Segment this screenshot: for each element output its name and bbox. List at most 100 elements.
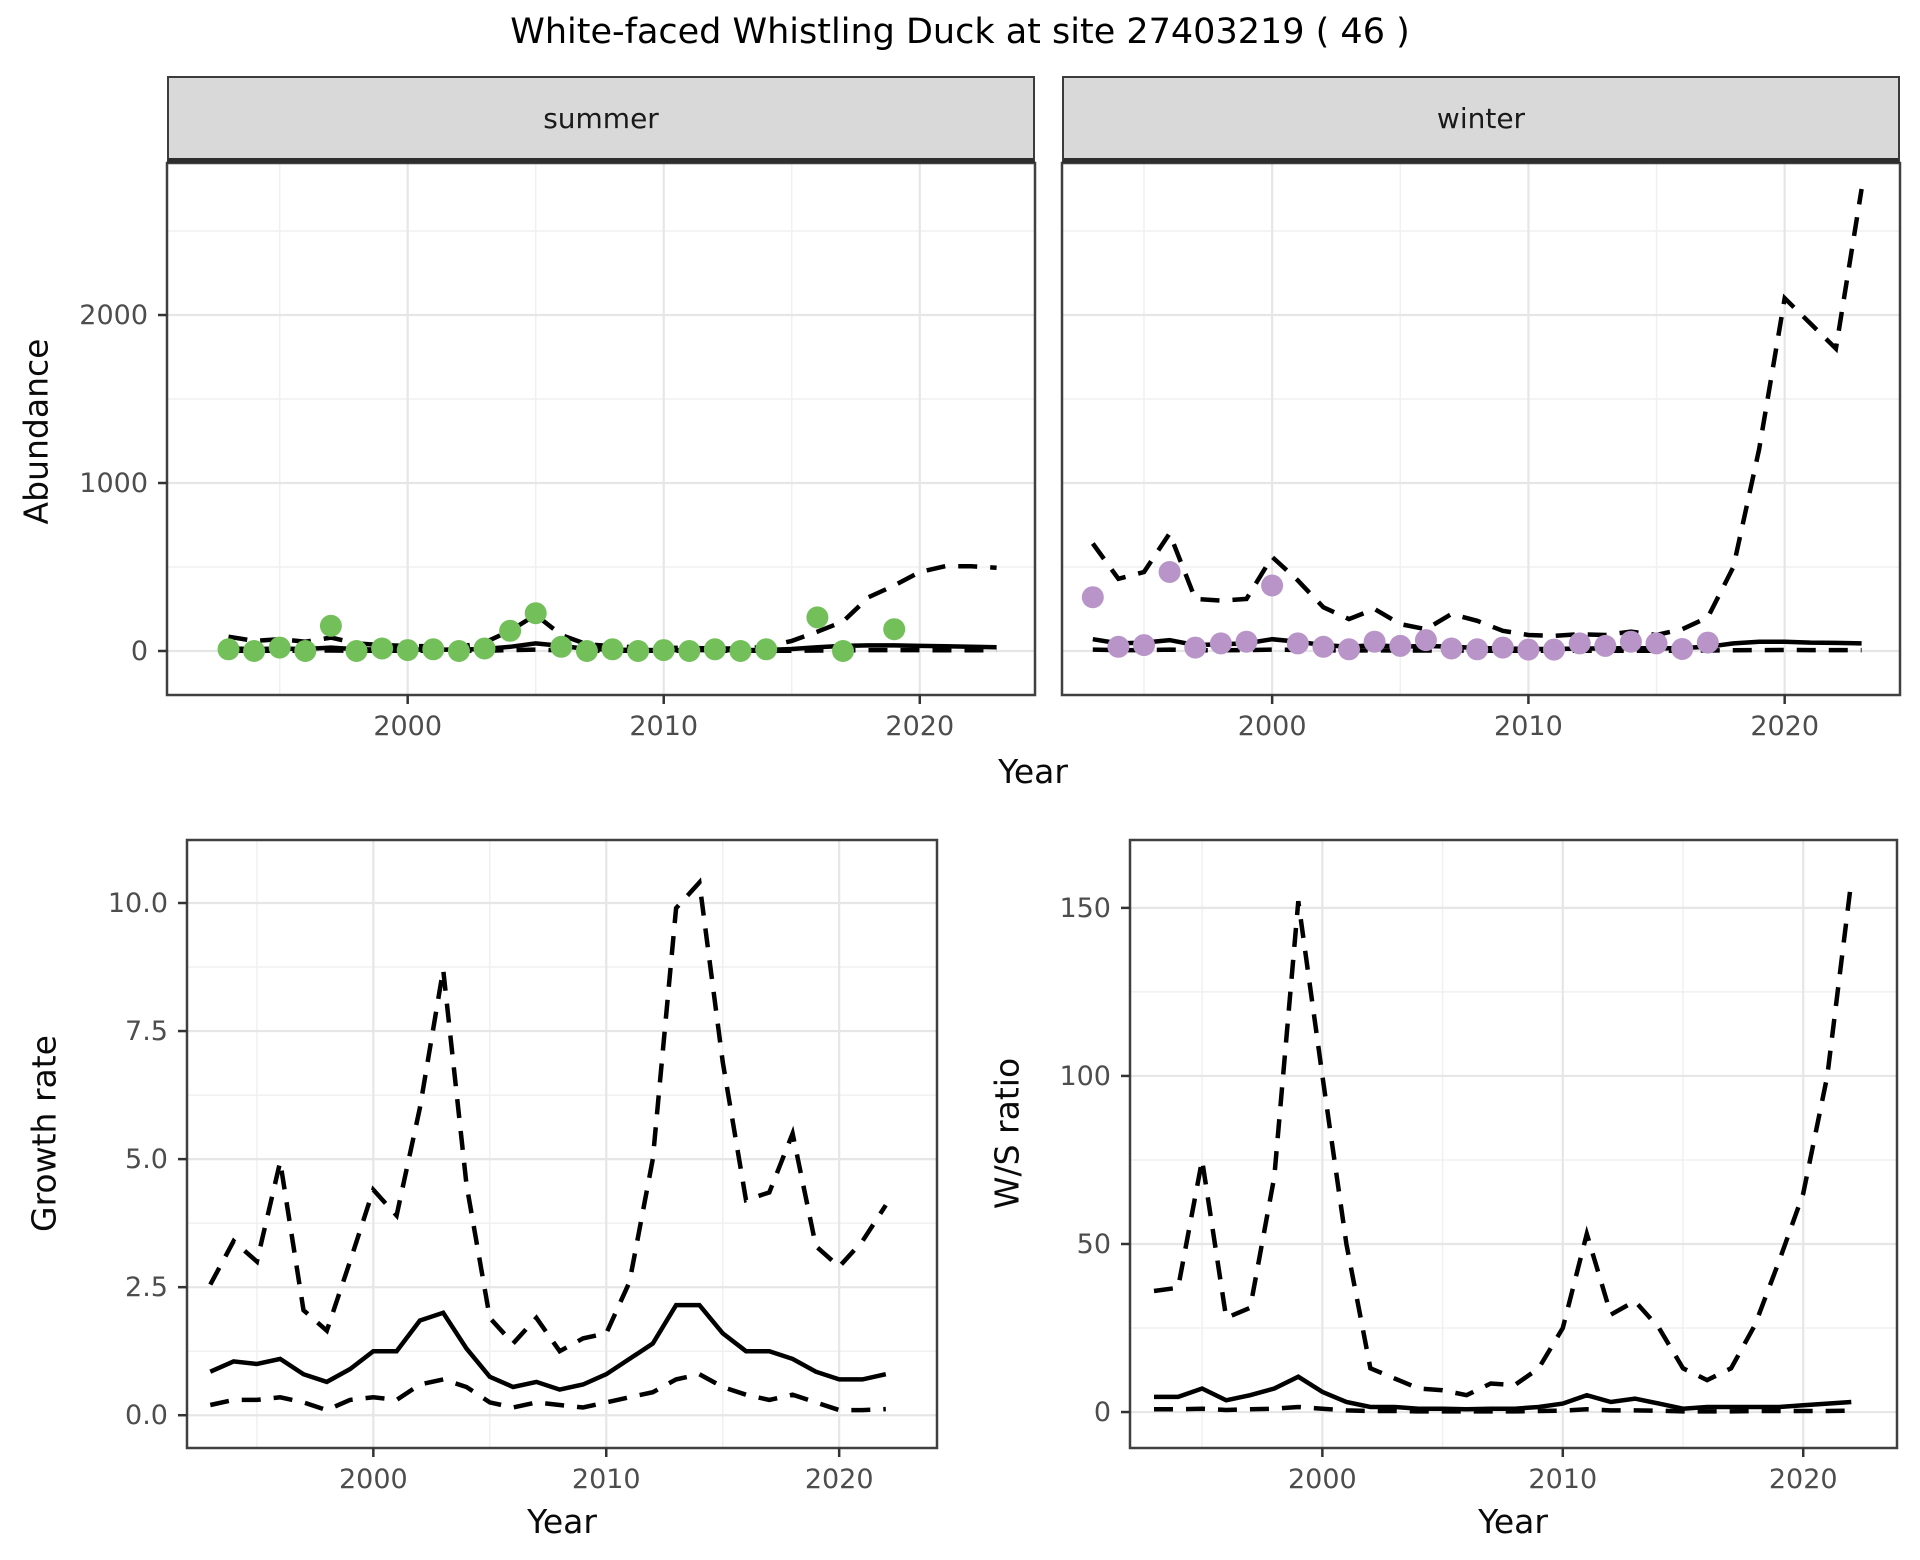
median-line bbox=[209, 1302, 887, 1392]
y-tick-label: 5.0 bbox=[125, 1144, 168, 1176]
y-axis-title-ws-ratio: W/S ratio bbox=[987, 1057, 1027, 1210]
data-point bbox=[1133, 634, 1155, 657]
data-point bbox=[1209, 632, 1232, 655]
data-point bbox=[1645, 632, 1668, 655]
x-tick-label: 2010 bbox=[1528, 1464, 1598, 1495]
data-point bbox=[1619, 630, 1642, 653]
x-tick-label: 2000 bbox=[1287, 1464, 1357, 1495]
data-point bbox=[627, 640, 650, 662]
y-tick-label: 1000 bbox=[79, 468, 148, 499]
x-axis-title-year-bottom-left: Year bbox=[527, 1502, 597, 1541]
data-point bbox=[1696, 631, 1719, 654]
data-point bbox=[1312, 635, 1335, 658]
data-point bbox=[371, 637, 394, 660]
x-tick-label: 2000 bbox=[373, 711, 443, 742]
panel-background-abundance_winter bbox=[1062, 163, 1900, 695]
data-point bbox=[678, 640, 701, 662]
data-point bbox=[703, 638, 726, 661]
y-tick-label: 10.0 bbox=[107, 888, 168, 919]
y-tick-label: 2.5 bbox=[125, 1272, 168, 1304]
data-point bbox=[473, 637, 496, 660]
data-point bbox=[524, 602, 547, 625]
y-tick-label: 150 bbox=[1059, 892, 1111, 924]
y-tick-label: 0.0 bbox=[125, 1400, 168, 1432]
data-point bbox=[243, 640, 266, 662]
panel-border-growth_rate bbox=[185, 838, 939, 1450]
credible-interval-line bbox=[208, 877, 888, 1355]
x-tick-label: 2000 bbox=[1237, 711, 1307, 742]
data-point bbox=[1338, 638, 1360, 661]
x-tick-label: 2010 bbox=[629, 711, 699, 742]
data-point bbox=[1235, 630, 1258, 653]
data-point bbox=[575, 640, 598, 662]
data-point bbox=[1107, 635, 1130, 658]
data-point bbox=[755, 638, 778, 661]
credible-interval-line bbox=[1154, 1404, 1852, 1414]
data-point bbox=[652, 639, 675, 662]
panel-background-ws_ratio bbox=[1130, 840, 1897, 1448]
data-point bbox=[1158, 561, 1181, 583]
panel-background-abundance_summer bbox=[167, 163, 1035, 695]
x-axis-title-year-top: Year bbox=[998, 752, 1068, 791]
x-tick-label: 2020 bbox=[804, 1464, 874, 1495]
panel-border-abundance_winter bbox=[1060, 161, 1902, 697]
data-point bbox=[601, 638, 624, 661]
data-point bbox=[1286, 632, 1309, 655]
x-tick-label: 2020 bbox=[1750, 711, 1820, 742]
y-tick-label: 0 bbox=[1093, 1397, 1111, 1429]
data-point bbox=[499, 619, 522, 642]
data-point bbox=[1184, 636, 1207, 659]
data-point bbox=[319, 614, 342, 637]
data-point bbox=[1543, 638, 1565, 661]
y-tick-label: 100 bbox=[1059, 1060, 1111, 1092]
panel-border-abundance_summer bbox=[165, 161, 1037, 697]
panel-background-growth_rate bbox=[187, 840, 937, 1448]
page-title: White-faced Whistling Duck at site 27403… bbox=[510, 12, 1410, 52]
data-point bbox=[396, 639, 419, 662]
data-point bbox=[1671, 638, 1694, 660]
x-tick-label: 2020 bbox=[885, 711, 955, 742]
data-point bbox=[550, 635, 573, 658]
data-point bbox=[294, 640, 317, 662]
x-tick-label: 2020 bbox=[1768, 1464, 1838, 1495]
x-axis-title-year-bottom-right: Year bbox=[1478, 1502, 1548, 1541]
panel-border-ws_ratio bbox=[1128, 838, 1899, 1450]
data-point bbox=[217, 638, 240, 661]
x-tick-label: 2000 bbox=[338, 1464, 408, 1495]
y-axis-title-abundance: Abundance bbox=[16, 338, 56, 525]
x-tick-label: 2010 bbox=[1494, 711, 1563, 742]
data-point bbox=[447, 640, 470, 662]
data-point bbox=[268, 636, 291, 659]
data-point bbox=[1517, 638, 1540, 661]
facet-strip-summer-label: summer bbox=[543, 101, 659, 135]
data-point bbox=[1081, 586, 1104, 609]
data-point bbox=[832, 640, 854, 662]
data-point bbox=[1466, 638, 1489, 661]
facet-strip-summer: summer bbox=[167, 76, 1035, 163]
data-point bbox=[1261, 574, 1284, 597]
y-tick-label: 50 bbox=[1076, 1228, 1111, 1260]
data-point bbox=[883, 618, 906, 641]
credible-interval-line bbox=[1090, 188, 1864, 639]
facet-strip-winter-label: winter bbox=[1436, 101, 1526, 135]
data-point bbox=[729, 640, 752, 662]
data-point bbox=[422, 638, 445, 661]
data-point bbox=[1594, 634, 1617, 657]
data-point bbox=[1491, 636, 1514, 659]
credible-interval-line bbox=[1153, 880, 1854, 1398]
x-tick-label: 2010 bbox=[571, 1464, 641, 1495]
data-point bbox=[1389, 634, 1412, 657]
data-point bbox=[806, 606, 829, 629]
facet-strip-winter: winter bbox=[1062, 76, 1900, 163]
data-point bbox=[1363, 630, 1386, 653]
data-point bbox=[1568, 632, 1591, 655]
y-tick-label: 7.5 bbox=[125, 1016, 168, 1048]
y-tick-label: 2000 bbox=[79, 300, 148, 332]
y-tick-label: 0 bbox=[130, 635, 148, 667]
data-point bbox=[1440, 637, 1463, 660]
data-point bbox=[345, 640, 368, 662]
data-point bbox=[1414, 629, 1437, 652]
credible-interval-line bbox=[209, 1371, 886, 1413]
